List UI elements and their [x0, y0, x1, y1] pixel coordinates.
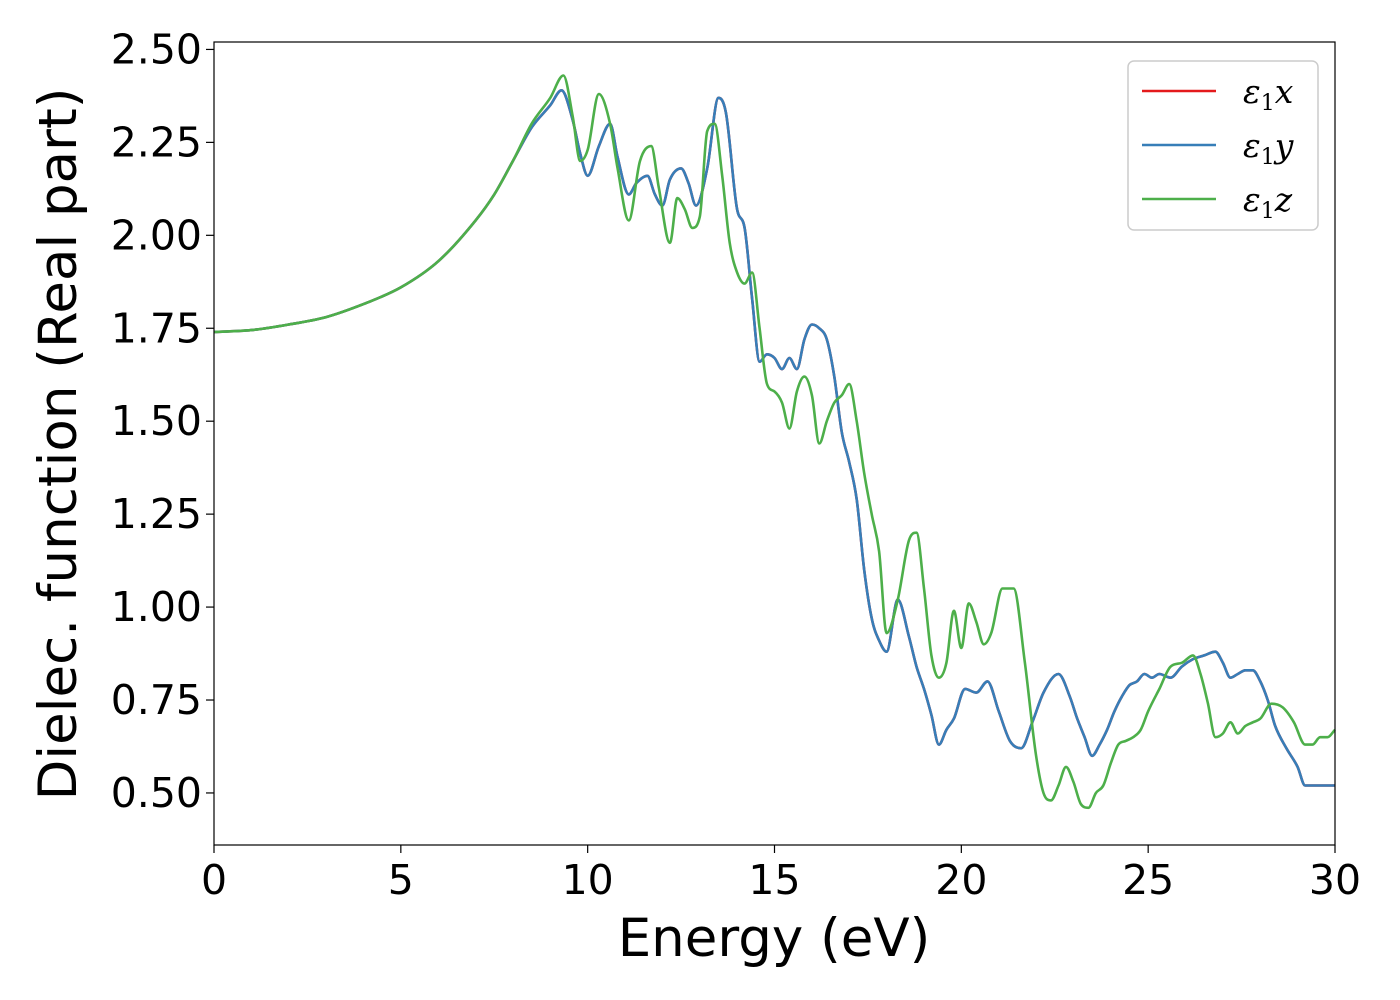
x-tick-label: 15: [748, 856, 800, 904]
y-axis-title: Dielec. function (Real part): [28, 88, 89, 801]
y-tick-label: 2.50: [111, 25, 202, 73]
legend-label: ε1x: [1243, 72, 1294, 116]
x-tick-label: 30: [1309, 856, 1361, 904]
y-tick-label: 2.00: [111, 211, 202, 259]
legend-label: ε1y: [1243, 126, 1294, 170]
series-layer: [213, 74, 1336, 810]
x-tick-label: 20: [935, 856, 987, 904]
x-axis-title: Energy (eV): [618, 908, 931, 969]
y-ticks: 0.50 0.75 1.00 1.25 1.50 1.75 2.00 2.25 2.50: [111, 25, 214, 817]
legend-box: [1127, 60, 1319, 231]
x-tick-label: 10: [562, 856, 614, 904]
legend-items: ε1x ε1y ε1z: [1142, 72, 1294, 224]
y-tick-label: 2.25: [111, 118, 202, 166]
x-tick-label: 25: [1122, 856, 1174, 904]
x-tick-label: 5: [388, 856, 414, 904]
y-tick-label: 1.50: [111, 397, 202, 445]
y-tick-label: 1.25: [111, 490, 202, 538]
legend: ε1x ε1y ε1z: [1127, 60, 1319, 231]
y-tick-label: 0.50: [111, 769, 202, 817]
x-ticks: 0 5 10 15 20 25 30: [201, 845, 1361, 904]
y-tick-label: 0.75: [111, 676, 202, 724]
legend-label: ε1z: [1243, 180, 1293, 224]
y-tick-label: 1.75: [111, 304, 202, 352]
y-tick-label: 1.00: [111, 583, 202, 631]
x-tick-label: 0: [201, 856, 227, 904]
series-line-e1z: [213, 74, 1336, 810]
